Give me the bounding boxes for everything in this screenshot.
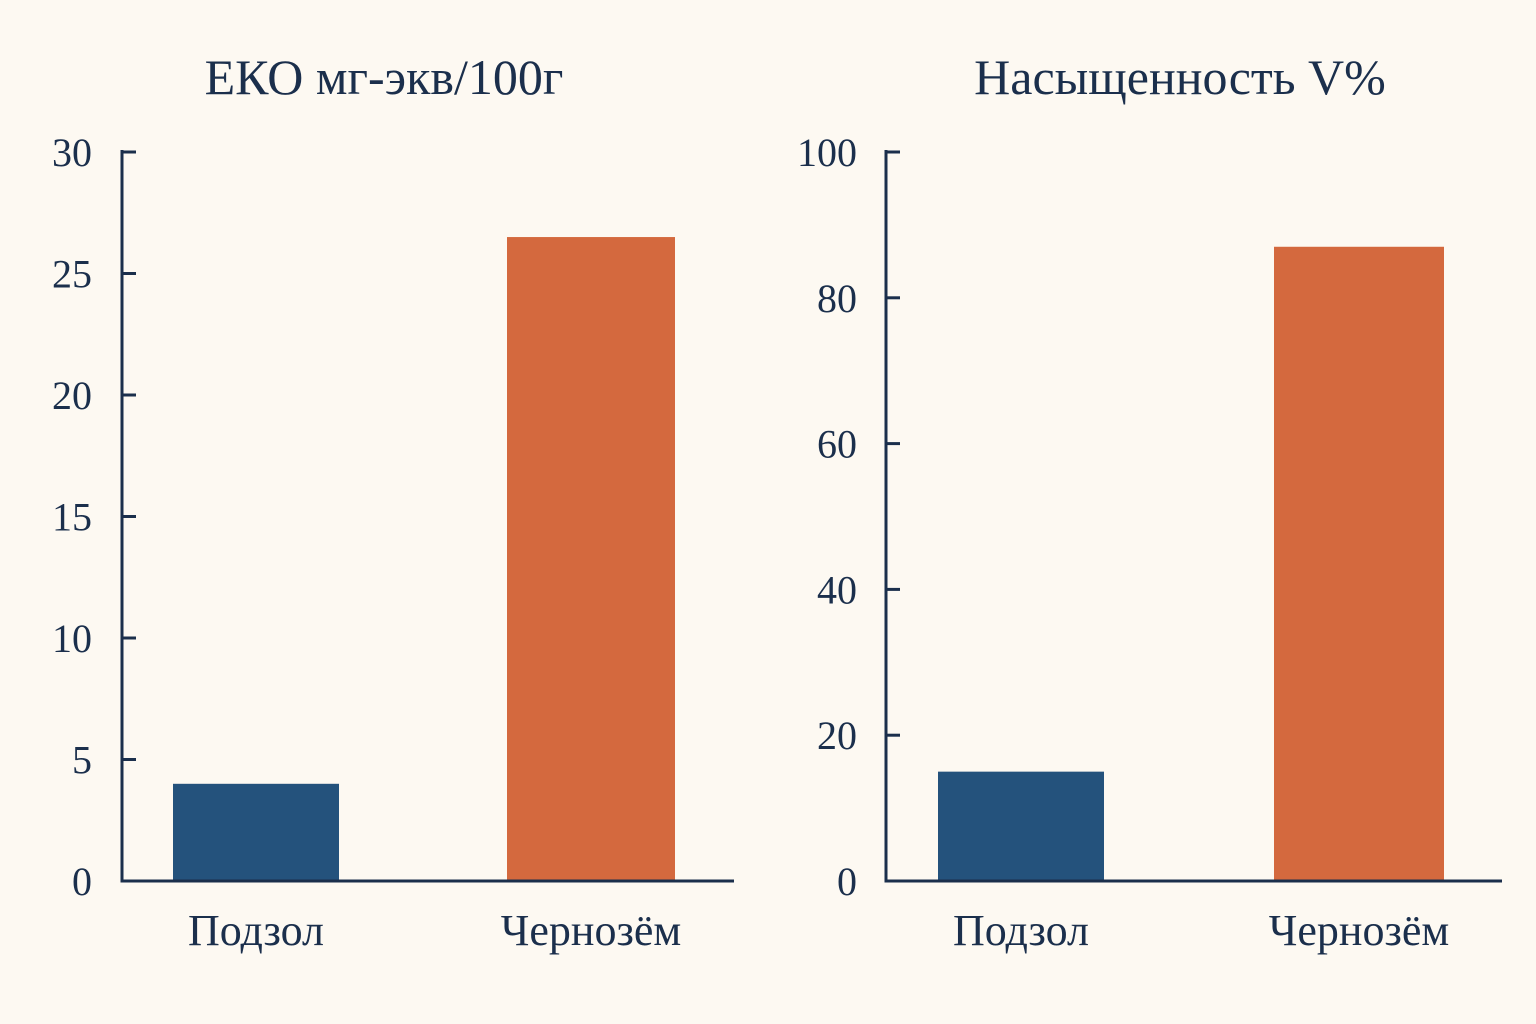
saturation-y-tick-label-60: 60 — [817, 422, 857, 467]
eko-bar-chernozem — [507, 237, 675, 882]
eko-y-tick-label-10: 10 — [52, 616, 92, 661]
eko-y-tick-label-20: 20 — [52, 373, 92, 418]
eko-bar-podzol — [173, 783, 339, 881]
eko-y-tick-label-25: 25 — [52, 252, 92, 297]
eko-y-tick-label-30: 30 — [52, 130, 92, 175]
saturation-x-labels: Подзол Чернозём — [953, 906, 1449, 955]
saturation-bar-podzol — [938, 771, 1104, 881]
saturation-y-tick-label-40: 40 — [817, 567, 857, 612]
saturation-x-label-podzol: Подзол — [953, 906, 1089, 955]
saturation-y-tick-label-80: 80 — [817, 276, 857, 321]
eko-y-tick-label-15: 15 — [52, 495, 92, 540]
eko-y-tick-label-5: 5 — [72, 738, 92, 783]
saturation-bars — [938, 246, 1444, 881]
eko-y-ticks: 0 5 10 15 20 25 30 — [52, 130, 136, 904]
eko-x-labels: Подзол Чернозём — [188, 906, 681, 955]
saturation-y-tick-label-0: 0 — [837, 859, 857, 904]
eko-x-label-chernozem: Чернозём — [501, 906, 681, 955]
saturation-y-tick-label-20: 20 — [817, 713, 857, 758]
saturation-chart-title: Насыщенность V% — [974, 49, 1386, 105]
saturation-y-tick-label-100: 100 — [797, 130, 857, 175]
saturation-x-label-chernozem: Чернозём — [1269, 906, 1449, 955]
eko-x-label-podzol: Подзол — [188, 906, 324, 955]
eko-chart-title: ЕКО мг-экв/100г — [205, 49, 564, 105]
eko-y-tick-label-0: 0 — [72, 859, 92, 904]
saturation-y-ticks: 0 20 40 60 80 100 — [797, 130, 900, 904]
saturation-bar-chernozem — [1274, 246, 1444, 881]
saturation-chart: Насыщенность V% 0 20 40 60 80 100 Подзол Черно… — [797, 49, 1502, 955]
eko-bars — [173, 237, 675, 882]
eko-chart: ЕКО мг-экв/100г 0 5 10 15 20 25 30 Подзол Черно… — [52, 49, 734, 955]
